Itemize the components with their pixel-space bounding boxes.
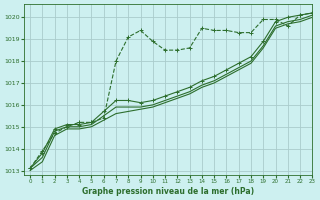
X-axis label: Graphe pression niveau de la mer (hPa): Graphe pression niveau de la mer (hPa) [82,187,254,196]
